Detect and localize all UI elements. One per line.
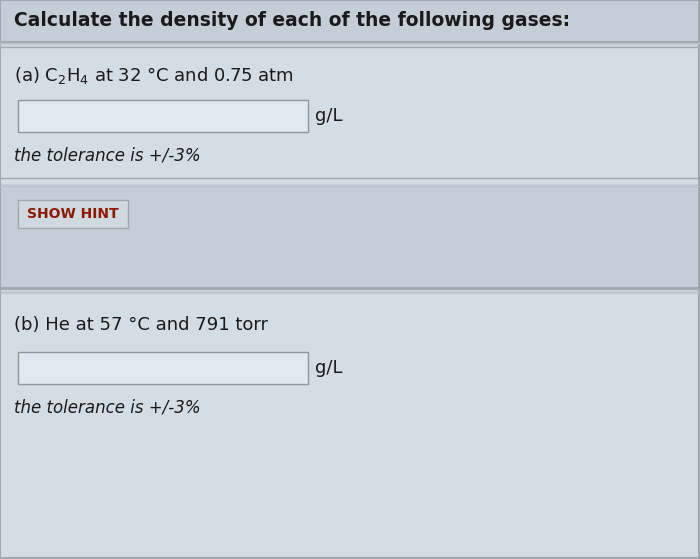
Text: (a) $\mathregular{C_2H_4}$ at 32 °C and 0.75 atm: (a) $\mathregular{C_2H_4}$ at 32 °C and … xyxy=(14,64,294,86)
Bar xyxy=(0,48,700,288)
Bar xyxy=(0,184,700,288)
Text: Calculate the density of each of the following gases:: Calculate the density of each of the fol… xyxy=(14,12,570,31)
Text: g/L: g/L xyxy=(315,359,342,377)
Text: (b) He at 57 °C and 791 torr: (b) He at 57 °C and 791 torr xyxy=(14,316,268,334)
Bar xyxy=(18,100,308,132)
Text: g/L: g/L xyxy=(315,107,342,125)
Text: the tolerance is +/-3%: the tolerance is +/-3% xyxy=(14,146,201,164)
Text: SHOW HINT: SHOW HINT xyxy=(27,207,119,221)
Bar xyxy=(18,200,128,228)
Bar xyxy=(0,295,700,559)
Bar xyxy=(18,352,308,384)
Text: the tolerance is +/-3%: the tolerance is +/-3% xyxy=(14,398,201,416)
Bar xyxy=(0,0,700,42)
